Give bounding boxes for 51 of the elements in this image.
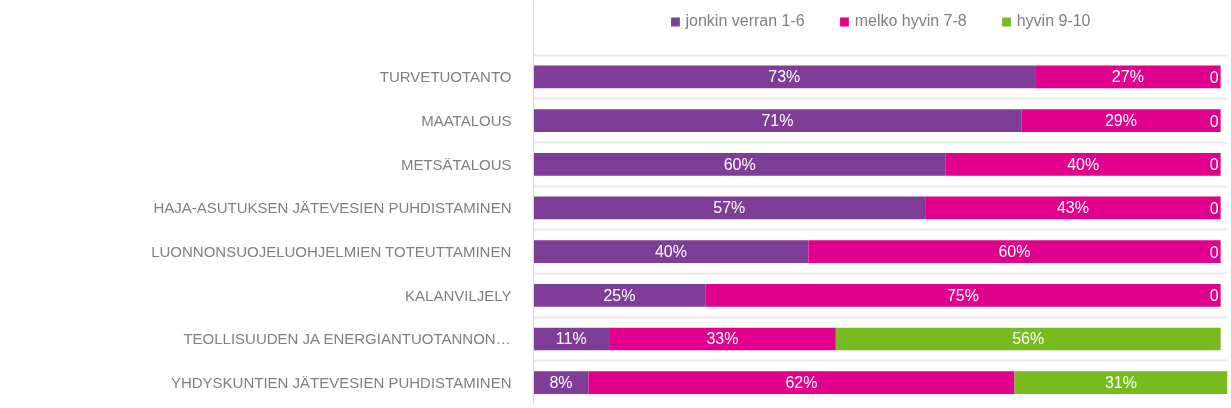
- y-tick-label: METSÄTALOUS: [400, 155, 512, 173]
- data-label: 0: [1209, 243, 1219, 261]
- data-label: 31%: [1104, 374, 1138, 392]
- bar: [533, 283, 706, 307]
- bar: [835, 327, 1221, 351]
- bar: [533, 65, 1036, 89]
- bar: [808, 240, 1221, 263]
- data-label: 0: [1209, 112, 1219, 130]
- data-label: 8%: [549, 374, 573, 392]
- data-label: 25%: [603, 286, 636, 304]
- bar: [533, 240, 809, 263]
- bar: [945, 152, 1221, 176]
- bar: [588, 371, 1015, 395]
- y-tick-label: HAJA-ASUTUKSEN JÄTEVESIEN PUHDISTAMINEN: [153, 199, 512, 217]
- bar: [533, 196, 926, 220]
- data-label: 56%: [1012, 330, 1045, 348]
- data-label: 29%: [1104, 112, 1138, 130]
- data-label: 60%: [723, 155, 756, 173]
- data-label: 27%: [1111, 68, 1144, 86]
- bar: [609, 327, 836, 351]
- legend-label: hyvin 9-10: [1016, 12, 1091, 30]
- y-tick-label: YHDYSKUNTIEN JÄTEVESIEN PUHDISTAMINEN: [170, 374, 512, 392]
- data-label: 11%: [555, 330, 587, 348]
- data-label: 75%: [946, 286, 979, 304]
- bar: [1021, 109, 1221, 132]
- data-label: 60%: [998, 243, 1031, 261]
- bar: [1014, 371, 1228, 395]
- data-label: 0: [1209, 199, 1219, 217]
- bar: [1035, 65, 1221, 89]
- data-label: 33%: [706, 330, 739, 348]
- data-label: 0: [1209, 68, 1219, 86]
- bar: [925, 196, 1221, 220]
- data-label: 40%: [1067, 155, 1100, 173]
- legend-label: melko hyvin 7-8: [854, 12, 967, 30]
- legend-label: jonkin verran 1-6: [685, 12, 805, 30]
- data-label: 43%: [1056, 199, 1089, 217]
- y-tick-label: KALANVILJELY: [405, 286, 512, 304]
- y-tick-label: TEOLLISUUDEN JA ENERGIANTUOTANNON…: [183, 330, 511, 348]
- bar: [705, 283, 1221, 307]
- y-tick-label: TURVETUOTANTO: [379, 68, 512, 86]
- bar: [533, 109, 1022, 132]
- data-label: 0: [1209, 287, 1219, 305]
- y-tick-label: LUONNONSUOJELUOHJELMIEN TOTEUTTAMINEN: [151, 243, 512, 261]
- data-label: 40%: [654, 243, 687, 261]
- bar: [533, 152, 946, 176]
- data-label: 0: [1209, 156, 1219, 174]
- y-tick-label: MAATALOUS: [421, 112, 512, 130]
- data-label: 73%: [768, 68, 801, 86]
- data-label: 71%: [761, 112, 794, 130]
- data-label: 57%: [713, 199, 746, 217]
- data-label: 62%: [785, 374, 818, 392]
